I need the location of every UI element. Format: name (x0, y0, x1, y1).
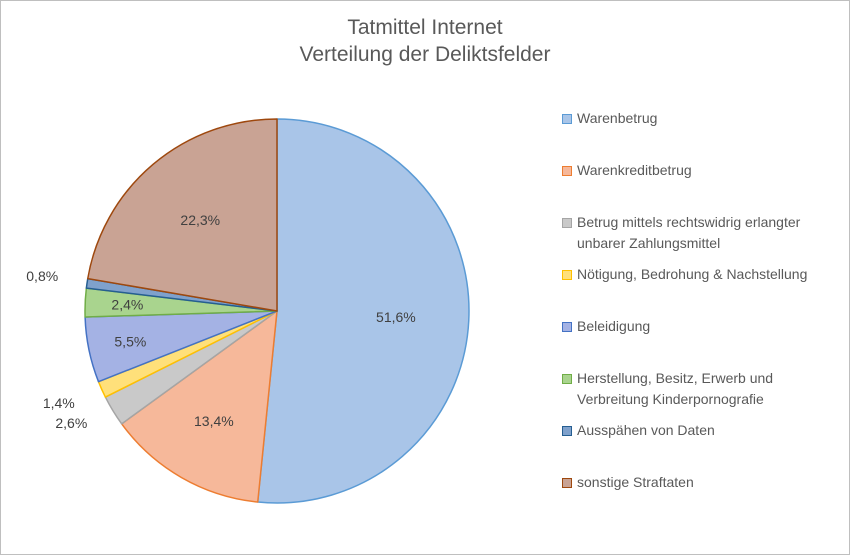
pie-data-labels: 51,6% 13,4% 2,6% 1,4% 5,5% 2,4% 0,8% 22,3% (26, 212, 415, 431)
legend-swatch (562, 478, 572, 488)
legend-swatch (562, 426, 572, 436)
chart-title: Tatmittel Internet Verteilung der Delikt… (0, 14, 850, 68)
legend-swatch (562, 270, 572, 280)
pie-slice-8 (87, 118, 278, 312)
legend-label: Beleidigung (577, 318, 651, 334)
chart-title-line-2: Verteilung der Deliktsfelder (299, 43, 551, 66)
legend-label: Herstellung, Besitz, Erwerb und Verbreit… (577, 370, 774, 407)
data-label-1: 51,6% (376, 309, 416, 325)
data-label-8: 22,3% (180, 212, 220, 228)
legend-swatch (562, 218, 572, 228)
data-label-6: 2,4% (111, 296, 143, 312)
data-label-3: 2,6% (55, 415, 87, 431)
data-label-2: 13,4% (194, 413, 234, 429)
pie-slice-2 (120, 310, 278, 503)
legend-swatch (562, 374, 572, 384)
data-label-7: 0,8% (26, 268, 58, 284)
data-label-4: 1,4% (43, 395, 75, 411)
legend-swatch (562, 166, 572, 176)
legend-swatch (562, 322, 572, 332)
legend-label: Betrug mittels rechtswidrig erlangter un… (577, 214, 801, 251)
legend-label: Ausspähen von Daten (577, 422, 715, 438)
chart-title-line-1: Tatmittel Internet (347, 16, 503, 39)
data-label-5: 5,5% (114, 333, 146, 349)
legend-label: Warenkreditbetrug (577, 162, 692, 178)
legend-label: sonstige Straftaten (577, 474, 694, 490)
legend-label: Nötigung, Bedrohung & Nachstellung (577, 266, 808, 282)
legend-label: Warenbetrug (577, 110, 658, 126)
legend-swatch (562, 114, 572, 124)
pie-slices (84, 118, 470, 504)
pie-slice-1 (256, 118, 470, 504)
